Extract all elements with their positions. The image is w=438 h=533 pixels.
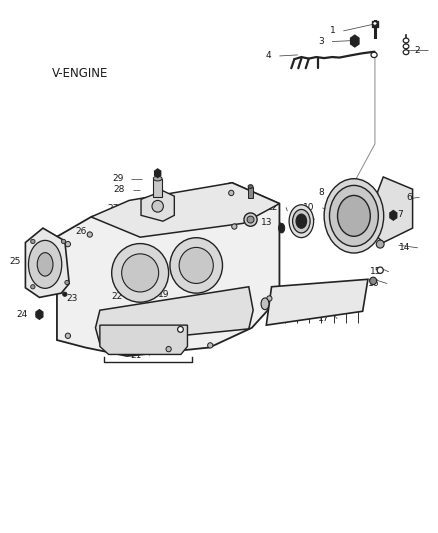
Text: 28: 28 — [113, 185, 125, 194]
Polygon shape — [100, 325, 187, 354]
Ellipse shape — [267, 296, 272, 301]
Ellipse shape — [403, 50, 409, 55]
Text: 29: 29 — [112, 174, 124, 183]
Ellipse shape — [63, 292, 67, 296]
Text: 4: 4 — [266, 52, 272, 60]
Ellipse shape — [403, 44, 409, 49]
Ellipse shape — [37, 253, 53, 276]
Text: 1: 1 — [330, 27, 336, 35]
Ellipse shape — [261, 298, 269, 310]
Ellipse shape — [370, 277, 377, 285]
Ellipse shape — [244, 213, 257, 227]
Ellipse shape — [373, 21, 377, 25]
Bar — [372, 21, 378, 27]
Ellipse shape — [248, 185, 253, 189]
Ellipse shape — [179, 247, 213, 284]
Text: 3: 3 — [318, 37, 324, 46]
Text: 24: 24 — [16, 310, 27, 319]
Ellipse shape — [170, 238, 223, 293]
Text: 5: 5 — [330, 203, 336, 211]
Ellipse shape — [152, 200, 163, 212]
Text: 10: 10 — [303, 204, 314, 212]
Ellipse shape — [166, 346, 171, 352]
Ellipse shape — [296, 214, 307, 228]
Text: 26: 26 — [75, 228, 87, 236]
Ellipse shape — [289, 205, 314, 238]
Polygon shape — [141, 191, 174, 221]
Ellipse shape — [376, 240, 384, 248]
Ellipse shape — [112, 244, 169, 302]
Ellipse shape — [324, 179, 384, 253]
Polygon shape — [25, 228, 69, 297]
Text: 27: 27 — [107, 204, 119, 213]
Ellipse shape — [87, 232, 92, 237]
Text: 12: 12 — [267, 203, 278, 212]
Text: V-ENGINE: V-ENGINE — [52, 67, 108, 80]
Ellipse shape — [177, 326, 183, 333]
Text: 6: 6 — [406, 193, 412, 201]
Ellipse shape — [247, 216, 254, 223]
Text: 14: 14 — [399, 244, 410, 252]
Text: 17: 17 — [318, 314, 329, 323]
Bar — [248, 187, 253, 198]
Polygon shape — [378, 177, 413, 243]
Ellipse shape — [122, 254, 159, 292]
Ellipse shape — [65, 333, 71, 338]
Text: 16: 16 — [368, 279, 379, 288]
Ellipse shape — [329, 185, 378, 246]
Ellipse shape — [65, 280, 69, 285]
Ellipse shape — [28, 240, 62, 288]
Text: 21: 21 — [130, 351, 141, 360]
Ellipse shape — [377, 267, 383, 273]
Text: 8: 8 — [318, 189, 324, 197]
Ellipse shape — [232, 224, 237, 229]
Text: 2: 2 — [415, 46, 420, 54]
Text: 19: 19 — [158, 290, 170, 299]
Text: 15: 15 — [370, 268, 381, 276]
Text: 25: 25 — [9, 257, 21, 265]
Text: 31: 31 — [219, 199, 231, 208]
Ellipse shape — [403, 38, 409, 43]
Ellipse shape — [293, 209, 310, 233]
Text: 7: 7 — [397, 211, 403, 219]
Polygon shape — [95, 287, 253, 344]
Ellipse shape — [153, 176, 162, 181]
Polygon shape — [91, 183, 279, 237]
Text: 13: 13 — [261, 218, 272, 227]
Ellipse shape — [31, 239, 35, 244]
Ellipse shape — [31, 285, 35, 289]
Text: 20: 20 — [150, 322, 161, 330]
Ellipse shape — [371, 52, 377, 58]
Text: 23: 23 — [66, 294, 78, 303]
Text: 18: 18 — [242, 306, 253, 314]
Polygon shape — [266, 279, 368, 325]
Polygon shape — [57, 183, 279, 356]
Ellipse shape — [338, 196, 370, 236]
Ellipse shape — [229, 190, 234, 196]
Text: 30: 30 — [213, 211, 224, 220]
Ellipse shape — [208, 343, 213, 348]
Ellipse shape — [61, 239, 66, 244]
Text: 9: 9 — [233, 186, 239, 195]
Ellipse shape — [279, 223, 285, 233]
Text: 22: 22 — [112, 293, 123, 301]
Ellipse shape — [65, 241, 71, 247]
Bar — [153, 179, 162, 197]
Text: 11: 11 — [293, 212, 305, 221]
